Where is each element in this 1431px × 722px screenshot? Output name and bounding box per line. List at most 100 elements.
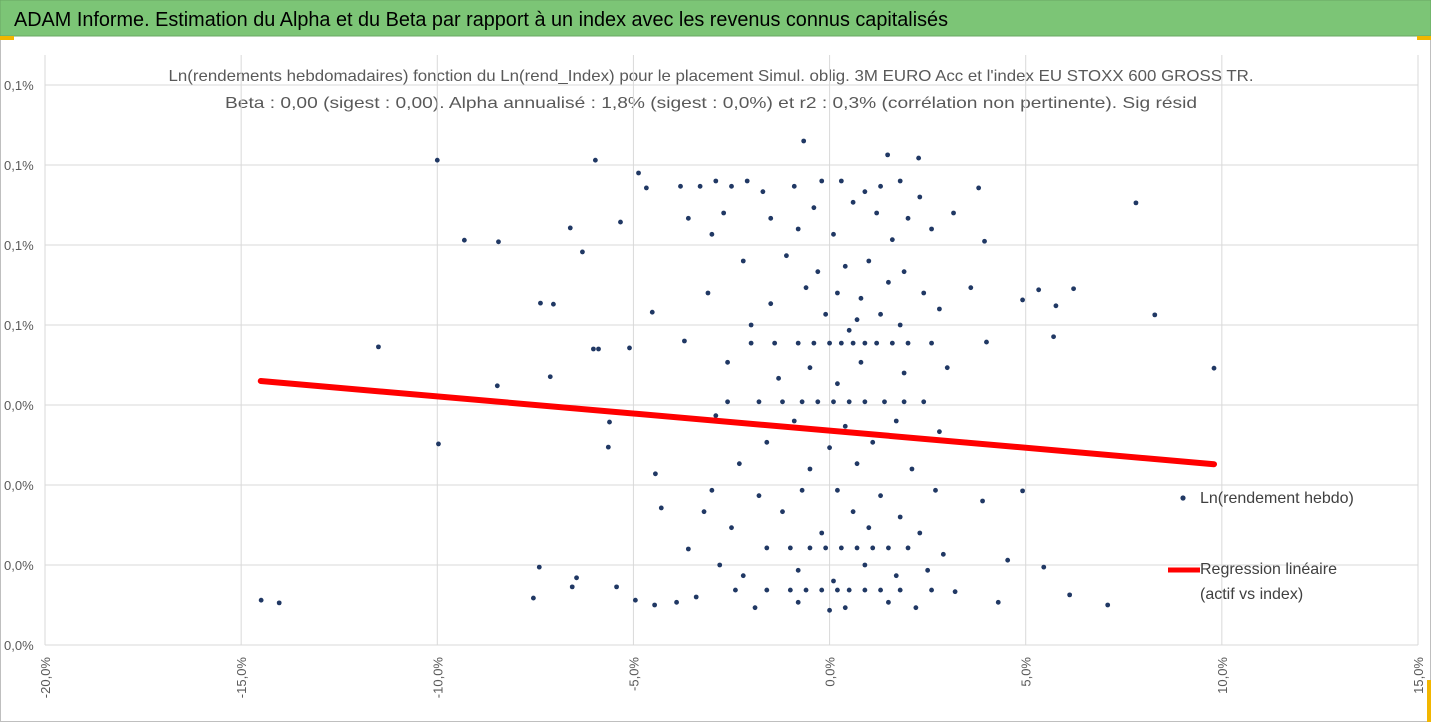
regression-line (257, 378, 1218, 468)
data-point (811, 205, 817, 211)
legend-swatch (1180, 495, 1186, 501)
corner-mark (0, 36, 14, 40)
data-point (591, 346, 596, 352)
data-point (618, 219, 623, 225)
data-point (858, 359, 864, 365)
data-point (827, 607, 832, 613)
grid: 0,0% 0,0% 0,0% 0,0% 0,1% 0,1% 0,1% 0,1% -20,0% -1… (4, 55, 1426, 698)
data-point (678, 183, 683, 189)
data-point (748, 322, 754, 328)
data-point (862, 399, 868, 405)
data-point (846, 587, 852, 593)
x-tick-label: 15,0% (1411, 657, 1426, 694)
data-point (827, 445, 832, 451)
y-tick-label: 0,1% (4, 78, 34, 93)
data-point (984, 339, 989, 345)
data-point (862, 189, 868, 195)
data-point (952, 589, 958, 595)
data-point (649, 309, 655, 315)
data-point (1071, 286, 1076, 292)
data-point (436, 441, 441, 447)
data-point (567, 225, 573, 231)
data-point (850, 199, 856, 205)
y-tick-label: 0,0% (4, 398, 34, 413)
data-point (258, 597, 264, 603)
data-point (580, 249, 585, 255)
data-point (893, 418, 899, 424)
data-point (780, 399, 785, 405)
data-point (862, 587, 868, 593)
data-point (838, 178, 844, 184)
data-point (791, 183, 797, 189)
data-point (842, 423, 848, 429)
data-point (819, 530, 825, 536)
corner-mark (1427, 680, 1431, 722)
data-point (889, 340, 895, 346)
legend-entry: Regression linéaire (actif vs index) (1200, 561, 1337, 603)
data-point (1152, 312, 1158, 318)
data-point (795, 599, 801, 605)
data-point (709, 487, 715, 493)
y-tick-label: 0,0% (4, 638, 34, 653)
data-point (917, 194, 923, 200)
data-point (1133, 200, 1139, 206)
y-tick-label: 0,0% (4, 478, 34, 493)
data-point (831, 399, 836, 405)
data-point (937, 306, 942, 312)
x-tick-label: 10,0% (1215, 657, 1230, 694)
data-point (901, 370, 907, 376)
data-point (795, 340, 801, 346)
data-point (674, 599, 679, 605)
data-point (854, 461, 860, 467)
data-point (1020, 488, 1025, 494)
data-point (878, 311, 883, 317)
data-point (905, 340, 911, 346)
data-point (1051, 334, 1056, 340)
data-point (787, 587, 793, 593)
data-point (434, 157, 440, 163)
data-point (799, 487, 805, 493)
data-point (494, 383, 500, 389)
data-point (874, 210, 880, 216)
data-point (795, 226, 801, 232)
data-point (614, 584, 619, 590)
data-point (933, 487, 938, 493)
corner-mark (1417, 36, 1431, 40)
data-point (791, 418, 797, 424)
data-point (496, 239, 501, 245)
x-tick-label: 5,0% (1019, 657, 1034, 687)
data-point (1211, 365, 1217, 371)
legend: Ln(rendement hebdo) Regression linéaire (… (1168, 490, 1354, 603)
data-point (901, 399, 907, 405)
data-point (835, 587, 840, 593)
data-point (846, 327, 852, 333)
data-point (944, 365, 950, 371)
x-tick-label: 0,0% (823, 657, 838, 687)
data-point (866, 525, 872, 531)
data-point (530, 595, 536, 601)
data-point (835, 487, 840, 493)
data-point (862, 340, 868, 346)
data-point (909, 466, 915, 472)
data-point (799, 399, 805, 405)
title-bar (0, 0, 1431, 37)
data-point (627, 345, 632, 351)
data-point (461, 237, 467, 243)
data-point (1020, 297, 1025, 303)
data-point (854, 545, 860, 551)
data-point (968, 285, 974, 291)
data-point (733, 587, 738, 593)
data-point (574, 575, 579, 581)
data-point (801, 138, 807, 144)
data-point (744, 178, 750, 184)
data-point (536, 564, 542, 570)
data-point (916, 155, 922, 161)
data-point (827, 340, 832, 346)
legend-entry: Ln(rendement hebdo) (1200, 490, 1354, 507)
data-point (768, 215, 774, 221)
x-tick-label: -10,0% (430, 657, 445, 699)
data-point (823, 311, 829, 317)
data-point (831, 231, 836, 237)
data-point (756, 493, 762, 499)
